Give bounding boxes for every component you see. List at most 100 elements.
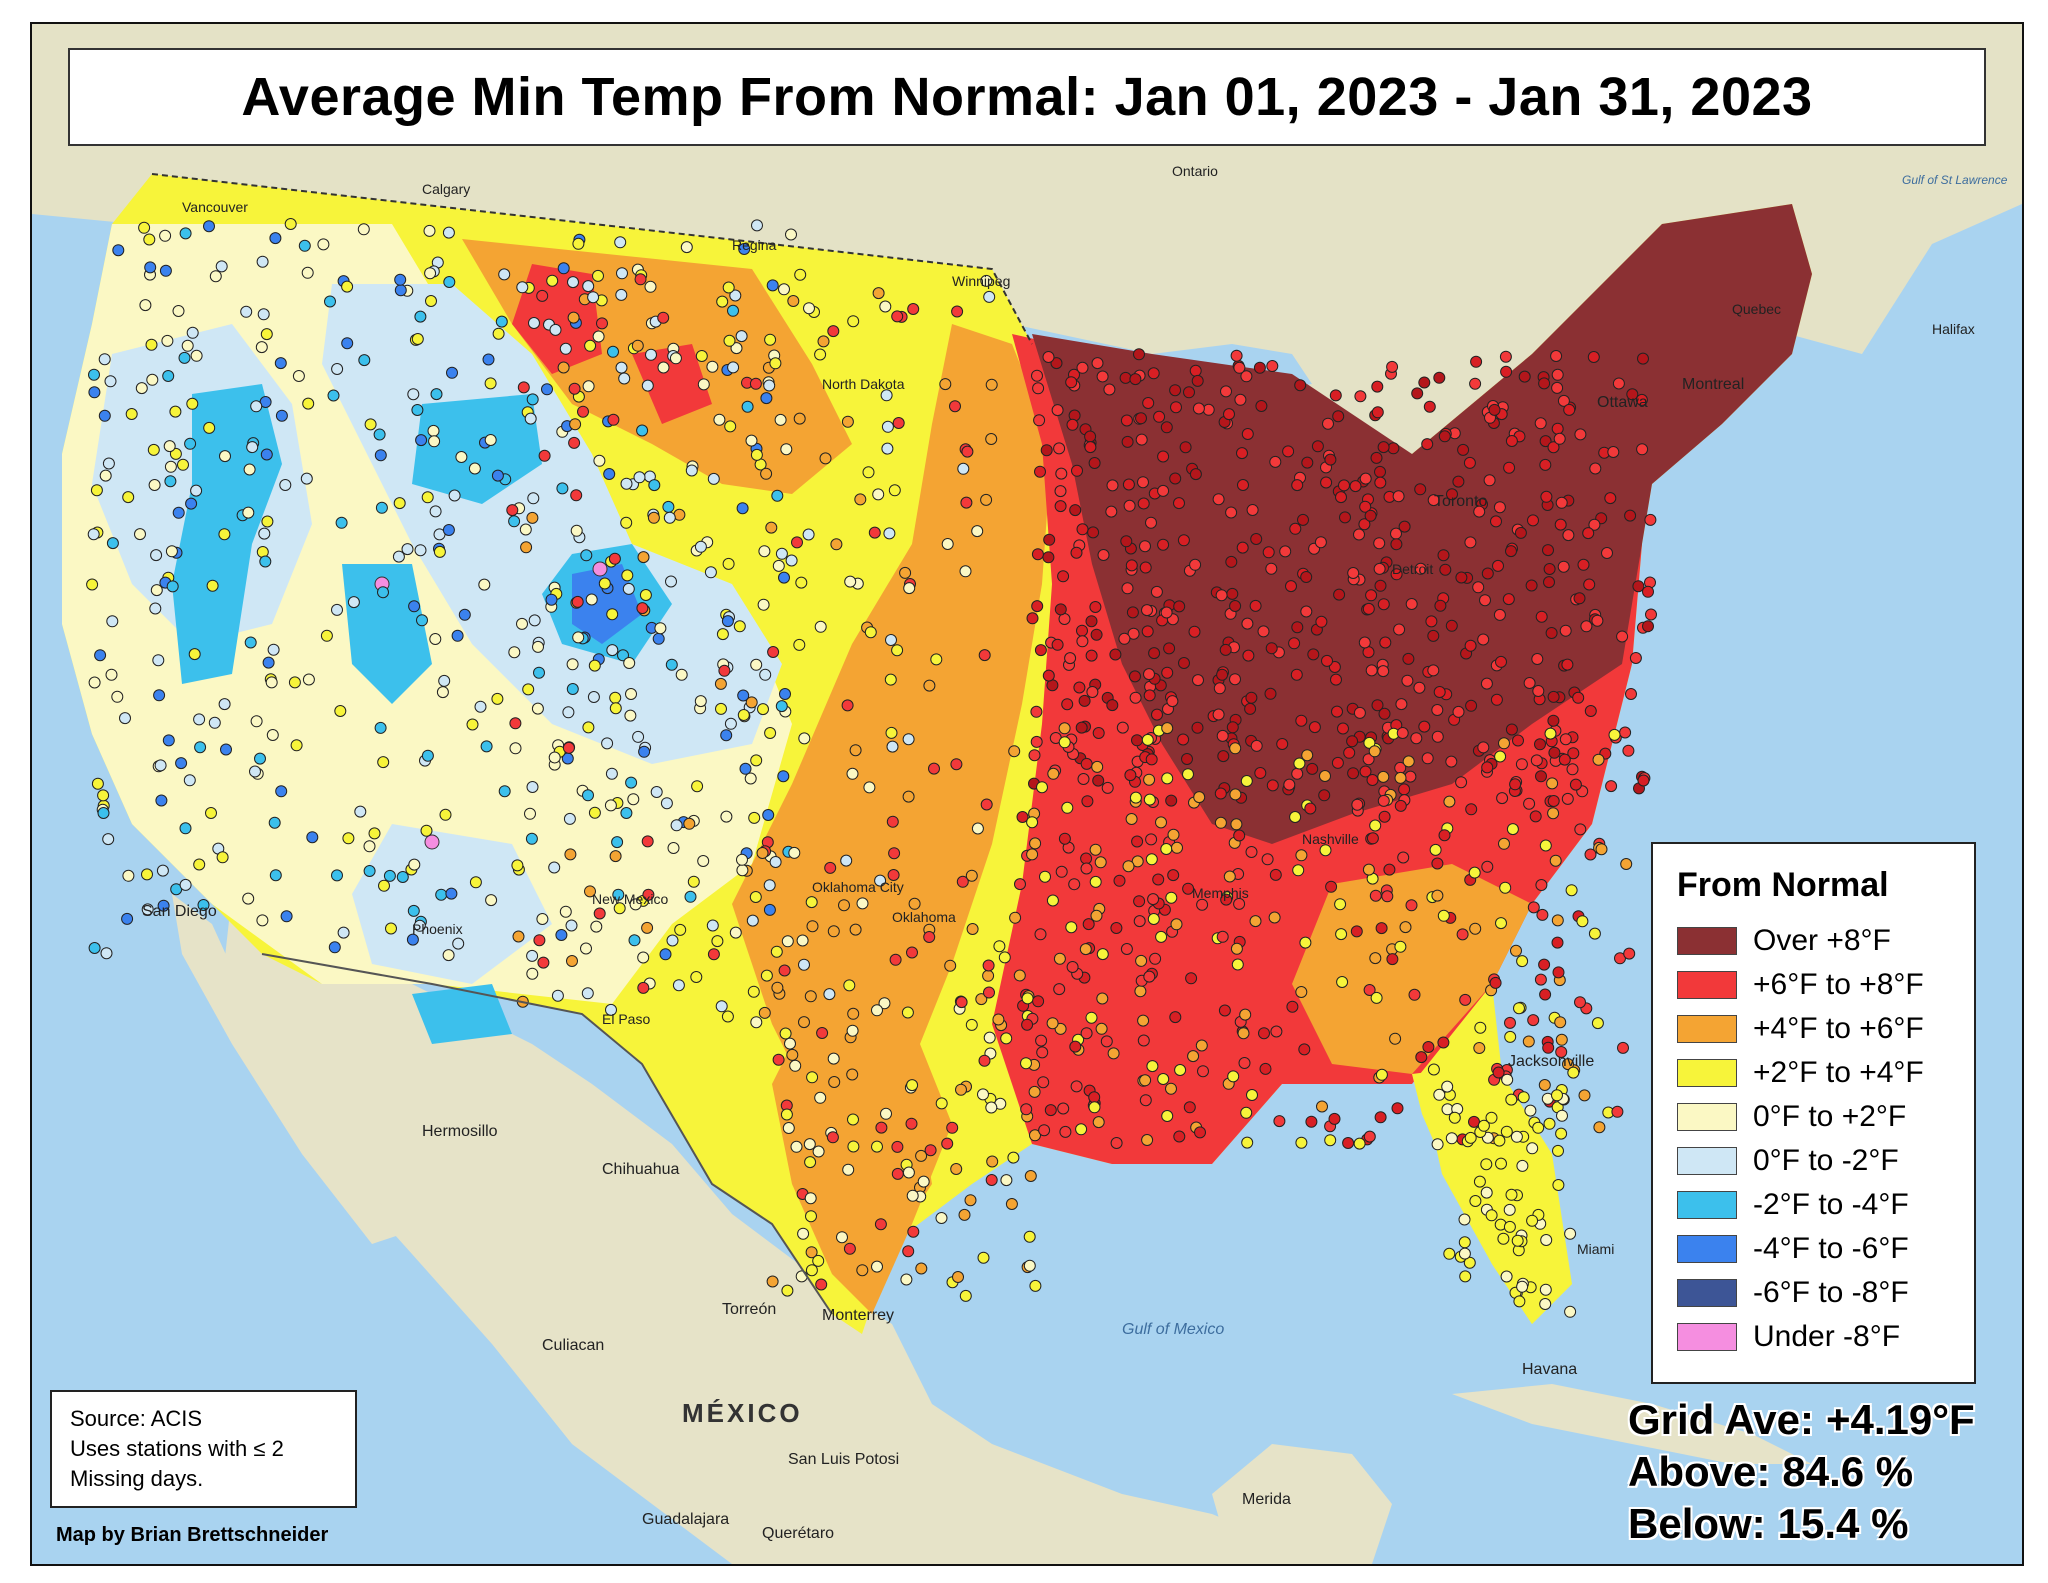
station-dot (1535, 770, 1547, 783)
station-dot (707, 948, 720, 961)
station-dot (891, 310, 904, 323)
station-dot (259, 555, 272, 568)
station-dot (1225, 506, 1238, 519)
station-dot (1399, 921, 1412, 934)
station-dot (328, 941, 341, 954)
station-dot (1457, 443, 1470, 456)
station-dot (1378, 810, 1391, 823)
nevada-cold-patch (342, 564, 432, 704)
source-line: Missing days. (70, 1466, 204, 1491)
station-dot (468, 462, 481, 475)
station-dot (1499, 350, 1512, 363)
label-ottawa: Ottawa (1597, 394, 1648, 411)
station-dot (950, 1163, 963, 1175)
station-dot (482, 353, 495, 366)
station-dot (604, 799, 617, 812)
station-dot (1645, 608, 1657, 621)
station-dot (141, 903, 154, 916)
station-dot (849, 744, 862, 757)
station-dot (141, 868, 153, 881)
station-dot (1131, 855, 1144, 868)
station-dot (525, 832, 538, 845)
station-dot (1152, 873, 1165, 886)
station-dot (1259, 1062, 1272, 1075)
station-dot (377, 756, 390, 769)
station-dot (1358, 636, 1371, 649)
extreme-cold-station (424, 834, 440, 850)
station-dot (335, 516, 348, 529)
station-dot (1040, 444, 1053, 457)
source-line: Uses stations with ≤ 2 (70, 1436, 284, 1461)
station-dot (1081, 795, 1094, 808)
station-dot (1229, 788, 1242, 801)
station-dot (1270, 1025, 1283, 1038)
station-dot (1234, 393, 1247, 406)
station-dot (620, 807, 633, 819)
station-dot (846, 767, 859, 780)
legend-swatch (1677, 1103, 1737, 1131)
station-dot (1143, 970, 1156, 983)
station-dot (1496, 792, 1509, 805)
station-dot (203, 421, 216, 434)
station-dot (657, 311, 670, 324)
station-dot (275, 409, 288, 422)
station-dot (184, 437, 197, 450)
station-dot (1024, 1170, 1037, 1182)
station-dot (1231, 958, 1244, 971)
station-dot (442, 949, 455, 962)
station-dot (1078, 694, 1091, 707)
station-dot (1319, 770, 1331, 782)
station-dot (1540, 1234, 1553, 1246)
station-dot (826, 1131, 839, 1144)
station-dot (827, 325, 840, 338)
station-dot (260, 448, 273, 461)
station-dot (1359, 472, 1372, 485)
station-dot (930, 653, 943, 666)
station-dot (614, 236, 627, 249)
station-dot (923, 931, 936, 943)
station-dot (1377, 598, 1390, 611)
station-dot (1498, 737, 1510, 750)
legend-item: -6°F to -8°F (1677, 1271, 1974, 1315)
station-dot (342, 832, 355, 845)
station-dot (571, 595, 584, 608)
station-dot (1434, 599, 1447, 612)
station-dot (789, 1059, 802, 1072)
station-dot (414, 544, 427, 557)
station-dot (242, 506, 255, 519)
station-dot (439, 808, 452, 821)
station-dot (363, 865, 376, 877)
arizona-cold-patch (412, 984, 512, 1044)
station-dot (209, 270, 222, 283)
station-dot (1493, 1134, 1506, 1147)
station-dot (685, 464, 698, 477)
station-dot (1084, 430, 1097, 443)
station-dot (1295, 1136, 1308, 1149)
station-dot (1564, 1227, 1577, 1240)
station-dot (1555, 1046, 1568, 1058)
station-dot (871, 1140, 883, 1153)
station-dot (1261, 853, 1274, 866)
station-dot (879, 300, 892, 313)
station-dot (1488, 403, 1501, 416)
station-dot (219, 450, 231, 463)
station-dot (629, 898, 642, 911)
station-dot (908, 897, 921, 910)
station-dot (1324, 1134, 1337, 1147)
station-dot (584, 339, 597, 352)
yucatan-land (1212, 1444, 1392, 1564)
station-dot (1051, 404, 1064, 417)
station-dot (1030, 735, 1043, 748)
station-dot (885, 634, 897, 646)
station-dot (165, 545, 178, 558)
station-dot (601, 737, 614, 750)
station-dot (1534, 738, 1546, 751)
station-dot (1021, 992, 1034, 1005)
station-dot (1415, 1051, 1428, 1064)
cuba-land (1452, 1384, 1812, 1464)
station-dot (1076, 523, 1089, 536)
station-dot (1194, 1126, 1206, 1139)
station-dot (715, 1000, 728, 1013)
station-dot (1316, 1100, 1328, 1113)
station-dot (119, 712, 131, 725)
